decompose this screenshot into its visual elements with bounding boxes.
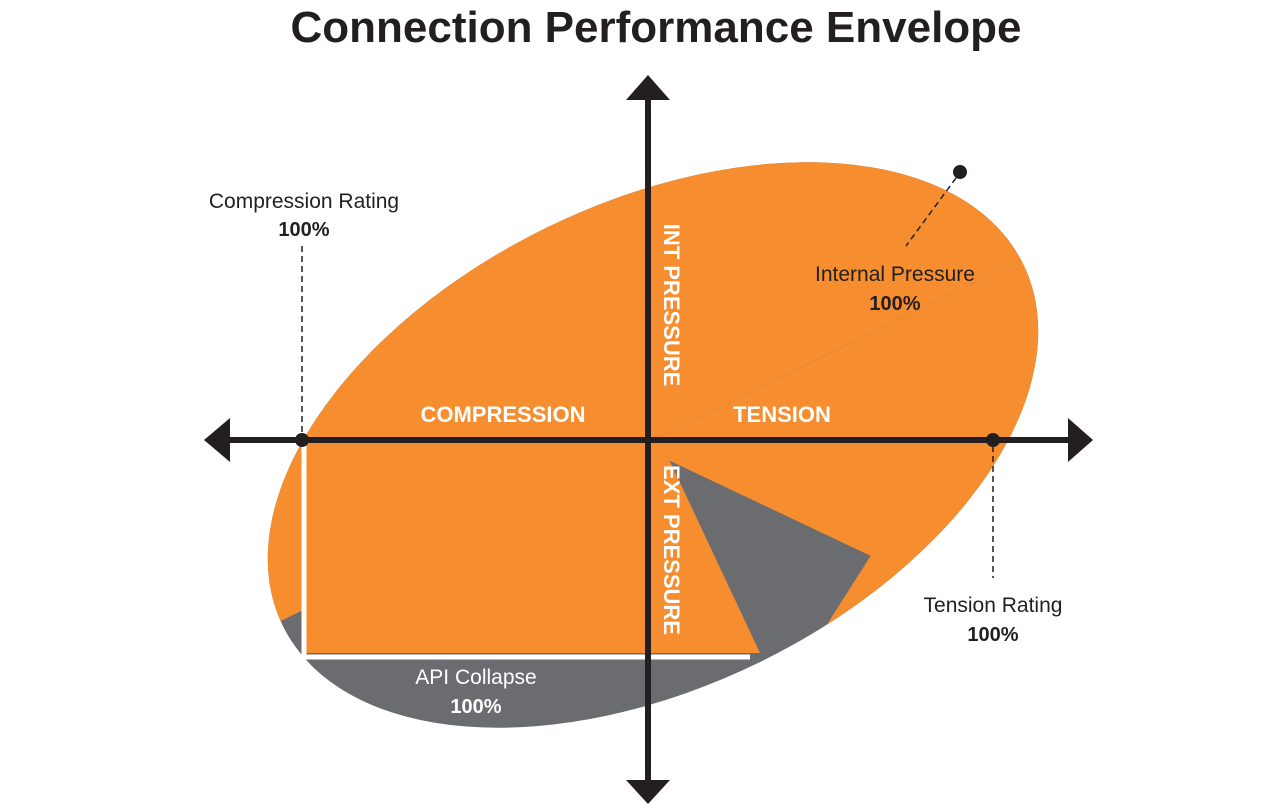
horizontal-axis-left-arrow <box>204 418 230 462</box>
collapse-boundary-line <box>301 440 750 660</box>
compression-rating-label: Compression Rating <box>209 190 399 213</box>
vertical-axis-top-arrow <box>626 75 670 100</box>
axis-label-int-pressure: INT PRESSURE <box>659 224 684 387</box>
compression-rating-value: 100% <box>278 219 329 241</box>
api-collapse-label: API Collapse <box>415 666 536 689</box>
axis-label-tension: TENSION <box>733 402 831 427</box>
axis-label-ext-pressure: EXT PRESSURE <box>659 465 684 635</box>
internal-pressure-value: 100% <box>869 293 920 315</box>
axis-label-compression: COMPRESSION <box>420 402 585 427</box>
internal-pressure-point <box>953 165 967 179</box>
tension-rating-point <box>986 433 1000 447</box>
vertical-axis-bottom-arrow <box>626 780 670 804</box>
tension-rating-label: Tension Rating <box>924 594 1063 617</box>
horizontal-axis-right-arrow <box>1068 418 1093 462</box>
diagram-title: Connection Performance Envelope <box>290 3 1021 52</box>
tension-rating-value: 100% <box>967 624 1018 646</box>
internal-pressure-label: Internal Pressure <box>815 263 975 286</box>
api-collapse-value: 100% <box>450 696 501 718</box>
internal-pressure-leader <box>905 177 957 247</box>
compression-rating-point <box>295 433 309 447</box>
